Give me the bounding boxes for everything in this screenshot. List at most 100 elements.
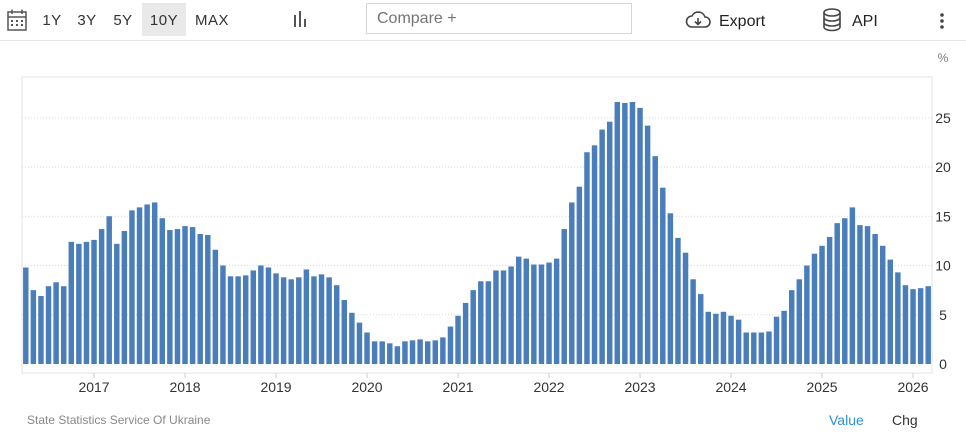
bar[interactable] (296, 277, 302, 364)
bar[interactable] (30, 290, 37, 365)
bar[interactable] (182, 226, 188, 364)
bar[interactable] (660, 187, 666, 364)
bar[interactable] (644, 125, 651, 364)
bar[interactable] (842, 218, 848, 364)
bar[interactable] (98, 229, 105, 364)
bar[interactable] (584, 152, 590, 364)
range-max-button[interactable]: MAX (194, 12, 229, 29)
bar[interactable] (569, 202, 575, 364)
bar[interactable] (424, 341, 431, 364)
bar[interactable] (455, 315, 461, 365)
value-tab[interactable]: Value (829, 412, 864, 428)
bar[interactable] (38, 296, 44, 364)
bar[interactable] (288, 279, 294, 364)
bar[interactable] (349, 312, 355, 364)
bar[interactable] (462, 302, 469, 364)
bar[interactable] (902, 285, 909, 364)
bar[interactable] (409, 340, 416, 364)
bar[interactable] (629, 101, 636, 365)
bar[interactable] (819, 245, 825, 364)
bar[interactable] (591, 145, 598, 364)
bar[interactable] (333, 285, 340, 364)
bar[interactable] (713, 313, 719, 364)
bar[interactable] (743, 332, 749, 364)
bar[interactable] (682, 252, 689, 364)
bar[interactable] (531, 264, 537, 364)
chg-tab[interactable]: Chg (892, 412, 918, 428)
bar[interactable] (804, 265, 810, 365)
bar[interactable] (23, 267, 29, 364)
bar[interactable] (773, 316, 780, 364)
bar[interactable] (76, 243, 82, 364)
bar[interactable] (91, 239, 97, 364)
bar[interactable] (690, 279, 696, 364)
range-5y-button[interactable]: 5Y (113, 12, 133, 29)
bar[interactable] (758, 332, 765, 364)
bar[interactable] (371, 341, 378, 364)
bar[interactable] (258, 265, 264, 365)
bar[interactable] (826, 236, 833, 364)
api-button[interactable]: API (822, 7, 892, 35)
bar[interactable] (144, 204, 150, 364)
bar[interactable] (796, 279, 803, 364)
bar[interactable] (606, 121, 613, 364)
bar[interactable] (834, 223, 840, 364)
bar[interactable] (872, 233, 878, 364)
bar[interactable] (470, 290, 476, 365)
bar[interactable] (478, 281, 484, 364)
bar[interactable] (106, 216, 112, 364)
bar[interactable] (849, 207, 856, 364)
bar[interactable] (212, 249, 219, 364)
bar[interactable] (227, 276, 234, 364)
bar[interactable] (735, 319, 742, 364)
bar[interactable] (242, 275, 249, 364)
bar[interactable] (45, 286, 52, 364)
bar[interactable] (857, 225, 863, 364)
bar[interactable] (379, 341, 385, 364)
bar[interactable] (250, 270, 257, 365)
bar[interactable] (766, 331, 772, 365)
bar[interactable] (697, 294, 704, 364)
bar[interactable] (432, 340, 439, 364)
bar[interactable] (561, 229, 567, 364)
bar[interactable] (60, 286, 67, 364)
bar[interactable] (326, 277, 332, 364)
bar[interactable] (538, 264, 545, 364)
bar[interactable] (235, 276, 241, 364)
bar[interactable] (728, 315, 734, 365)
bar[interactable] (303, 269, 310, 364)
bar[interactable] (751, 332, 757, 364)
bar[interactable] (485, 281, 492, 364)
bar[interactable] (500, 270, 507, 365)
bar[interactable] (523, 258, 530, 364)
bar[interactable] (364, 332, 370, 364)
bar[interactable] (553, 258, 560, 364)
bar[interactable] (508, 266, 514, 365)
bar[interactable] (675, 237, 681, 364)
bar[interactable] (576, 186, 583, 364)
bar[interactable] (265, 267, 272, 364)
compare-input[interactable] (366, 3, 632, 34)
bar[interactable] (515, 256, 522, 364)
bar[interactable] (652, 156, 658, 364)
bar[interactable] (614, 101, 621, 365)
bar[interactable] (637, 107, 643, 365)
bar[interactable] (205, 234, 211, 364)
bar[interactable] (83, 241, 90, 364)
bar[interactable] (781, 310, 787, 364)
bar[interactable] (387, 343, 393, 364)
bar-chart-icon[interactable] (292, 9, 310, 29)
bar[interactable] (925, 286, 931, 364)
export-button[interactable]: Export (685, 7, 775, 35)
range-10y-button[interactable]: 10Y (142, 3, 186, 36)
bar[interactable] (879, 245, 886, 364)
bar[interactable] (402, 341, 408, 364)
bar[interactable] (811, 253, 818, 364)
bar[interactable] (68, 241, 75, 364)
calendar-icon[interactable] (7, 9, 27, 31)
bar[interactable] (895, 272, 901, 364)
bar[interactable] (599, 129, 605, 364)
bar[interactable] (917, 288, 924, 364)
bar[interactable] (311, 276, 317, 364)
bar[interactable] (705, 311, 712, 364)
